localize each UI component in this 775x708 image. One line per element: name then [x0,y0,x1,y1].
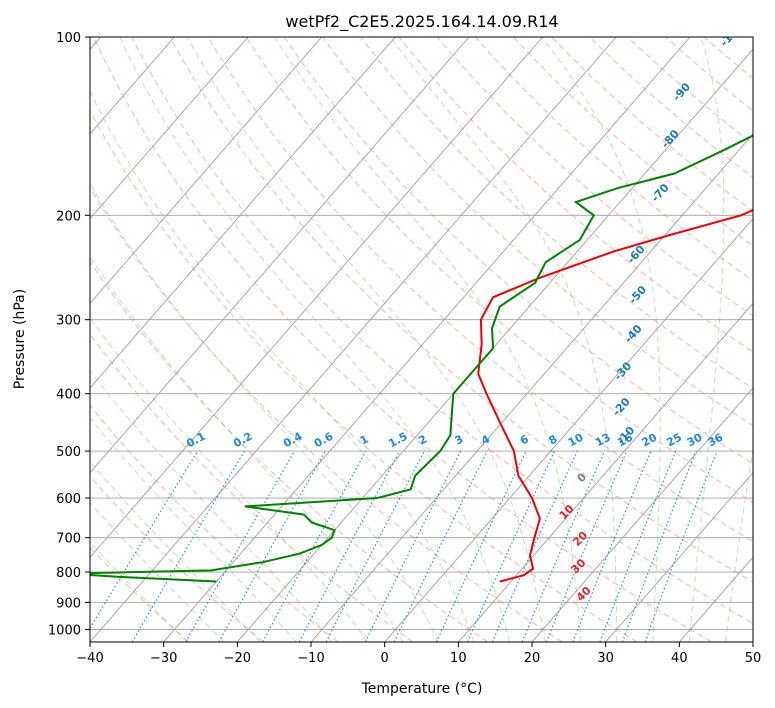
mixing-ratio-label: 16 [615,431,635,450]
mixing-ratio-label: 25 [664,431,684,450]
x-tick-label: −40 [76,651,103,666]
dry-adiabat-line [90,404,339,642]
moist-adiabat-line [90,90,475,642]
x-tick-label: 0 [381,651,389,666]
isotherm-line [90,37,323,304]
dry-adiabat-line [131,37,753,624]
isotherm-line [236,48,753,642]
moist-adiabat-line [725,446,753,642]
x-tick-label: 30 [597,651,614,666]
isotherm-line [457,302,753,642]
mixing-ratio-line [599,450,677,642]
isotherm-line [90,37,249,220]
mixing-ratio-label: 13 [593,431,613,450]
y-tick-label: 900 [56,596,81,611]
mixing-ratio-label: 36 [706,431,726,450]
y-tick-label: 200 [56,209,81,224]
isotherm-line [90,37,617,642]
mixing-ratio-line [545,450,628,642]
x-tick-label: 50 [745,651,762,666]
moist-adiabat-line [541,37,661,642]
mixing-ratio-line [364,450,462,642]
x-tick-label: 20 [524,651,541,666]
axes: −40 −30 −20 −10 0 10 20 30 40 50 100 200 300 400 500 60… [48,31,761,666]
x-axis-label: Temperature (°C) [361,681,483,697]
isotherm-line [163,37,691,642]
moist-adiabat-line [274,37,582,642]
mixing-ratio-line [644,450,718,642]
moist-adiabat-line [90,417,297,642]
x-tick-label: 40 [671,651,688,666]
sounding-profiles [90,134,753,583]
dewpoint-profile-line [90,134,753,583]
mixing-ratio-line [521,450,606,642]
moist-adiabat-line [186,37,546,642]
moist-adiabat-line [90,461,261,642]
mixing-ratio-line [90,450,199,630]
y-tick-label: 600 [56,492,81,507]
dry-adiabat-line [207,37,753,543]
dry-adiabat-line [90,260,488,642]
x-tick-label: 10 [450,651,467,666]
isotherm-line [605,471,753,642]
isotherm-line [384,217,753,642]
x-tick-label: −30 [150,651,177,666]
mixing-ratio-label: 30 [685,431,705,450]
isotherm-line [90,37,396,389]
dry-adiabat-line [245,37,753,503]
mixing-ratio-label: 20 [640,431,660,450]
dry-adiabat-line [93,37,712,642]
dry-adiabat-line [90,475,264,642]
dry-adiabat-line [436,37,753,317]
dry-adiabat-line [90,186,563,642]
temperature-profile-line [477,208,753,583]
y-tick-label: 400 [56,388,81,403]
mixing-ratio-line [491,450,578,642]
moist-adiabat-line [688,37,725,642]
y-tick-label: 300 [56,314,81,329]
y-tick-label: 500 [56,445,81,460]
dry-adiabat-line [169,37,753,583]
chart-title: wetPf2_C2E5.2025.164.14.09.R14 [285,12,558,32]
y-tick-label: 700 [56,532,81,547]
mixing-ratio-line [298,450,401,642]
y-tick-label: 800 [56,566,81,581]
dry-adiabat-line [90,109,638,642]
y-tick-label: 100 [56,31,81,46]
dry-adiabat-line [90,333,414,642]
mixing-ratio-label: 10 [566,431,586,450]
moist-adiabat-line [90,369,333,642]
dry-adiabat-line [398,37,753,353]
background-lines [90,37,753,642]
mixing-ratio-line [621,450,697,642]
x-tick-label: −10 [297,651,324,666]
mixing-ratio-line [218,450,326,642]
moist-adiabat-line [90,182,439,642]
y-axis-label: Pressure (hPa) [12,289,28,389]
x-tick-label: −20 [224,651,251,666]
moist-adiabat-line [119,37,510,642]
plot-frame [89,36,754,643]
mixing-ratio-line [262,450,367,642]
isotherm-line [90,37,544,559]
isotherm-line [90,37,470,474]
dry-adiabat-line [90,546,190,642]
isotherm-line [531,387,753,642]
moist-adiabat-line [90,316,369,642]
mixing-ratio-line [572,450,652,642]
y-tick-label: 1000 [48,623,81,638]
